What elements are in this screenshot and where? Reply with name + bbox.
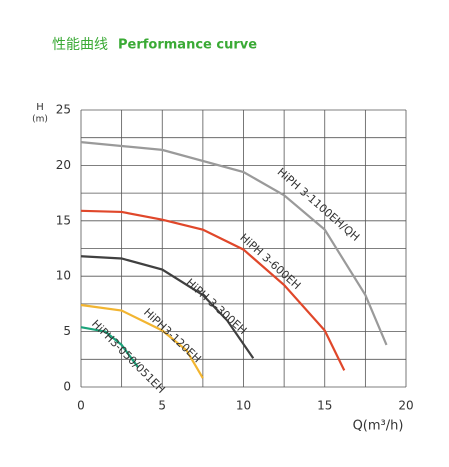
curve [80, 303, 204, 379]
y-axis-label: H [36, 102, 44, 113]
x-tick-label: 15 [317, 399, 332, 413]
y-tick-label: 15 [56, 213, 71, 227]
curve-label: HiPH 3-1100EH/QH [275, 165, 362, 243]
chart-subtitle: Performance curve [118, 38, 257, 53]
y-tick-label: 10 [56, 269, 71, 283]
curve-label: HiPH 3-600EH [237, 231, 303, 292]
curve [80, 209, 346, 371]
x-tick-label: 0 [77, 399, 85, 413]
y-axis-unit: (m) [32, 115, 48, 125]
curve [80, 141, 388, 346]
x-tick-label: 20 [398, 399, 413, 413]
y-tick-label: 5 [63, 324, 71, 338]
x-tick-label: 10 [236, 399, 251, 413]
curve [80, 255, 255, 359]
chart-title: 性能曲线 [52, 37, 108, 53]
x-axis-label: Q(m³/h) [353, 419, 404, 434]
y-tick-label: 25 [56, 103, 71, 117]
x-tick-label: 5 [158, 399, 166, 413]
y-tick-label: 20 [56, 158, 71, 172]
y-tick-label: 0 [63, 380, 71, 394]
curve-label: HiPH3-120EH [141, 306, 204, 366]
curve-label: HiPH 3-300EH [183, 276, 249, 337]
curve [80, 326, 139, 368]
